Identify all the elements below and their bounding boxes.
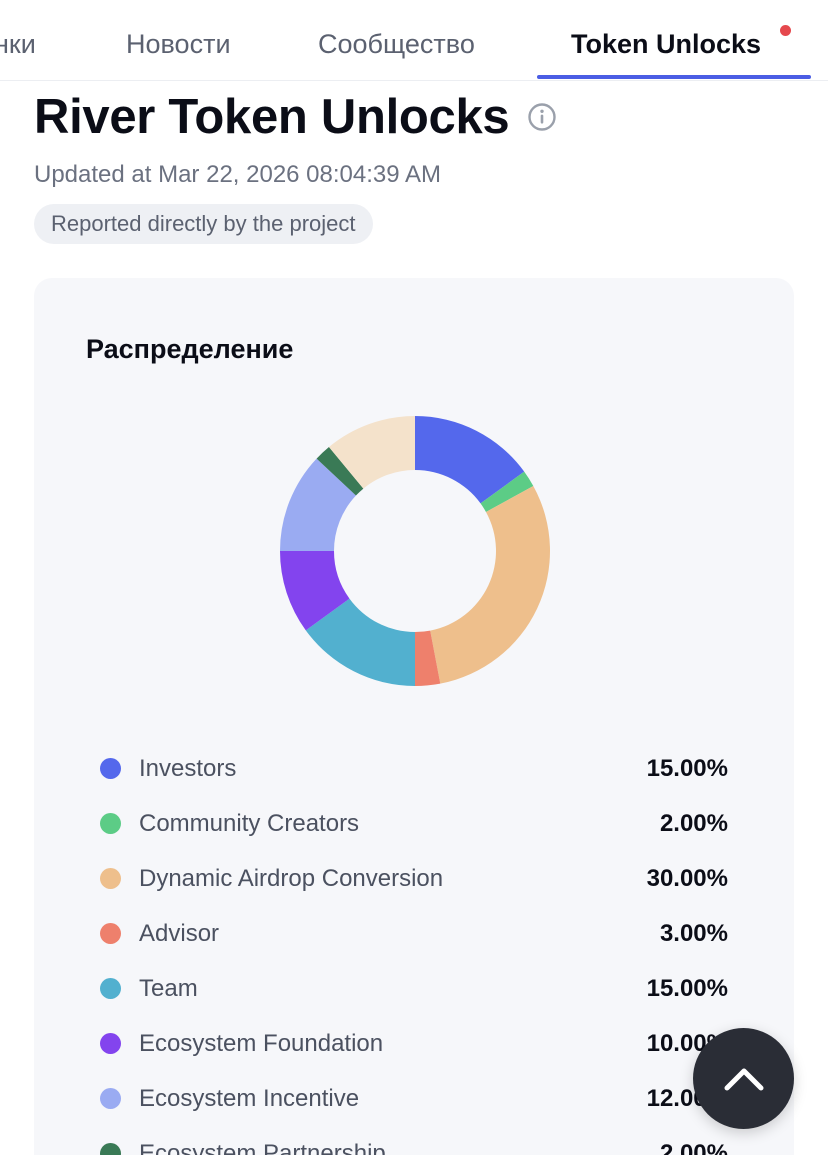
- donut-slice-advisor[interactable]: [415, 630, 441, 686]
- info-circle-icon[interactable]: [527, 102, 557, 132]
- tab-bar: нки Новости Сообщество Token Unlocks: [0, 0, 828, 81]
- reported-badge: Reported directly by the project: [34, 204, 373, 244]
- tab-community[interactable]: Сообщество: [318, 29, 475, 59]
- donut-slice-dynamic-airdrop-conversion[interactable]: [430, 485, 550, 684]
- distribution-title: Распределение: [86, 334, 294, 364]
- legend-color-dot: [100, 923, 121, 944]
- donut-slice-ecosystem-foundation[interactable]: [280, 551, 350, 631]
- legend: Investors 15.00% Community Creators 2.00…: [100, 741, 728, 1155]
- tab-token-unlocks[interactable]: Token Unlocks: [571, 29, 762, 59]
- legend-color-dot: [100, 1033, 121, 1054]
- legend-value: 2.00%: [659, 1140, 728, 1155]
- legend-item: Advisor 3.00%: [100, 906, 728, 961]
- tab-prev-partial[interactable]: нки: [0, 29, 36, 59]
- legend-color-dot: [100, 813, 121, 834]
- legend-value: 15.00%: [646, 755, 728, 782]
- donut-slice-ecosystem-incentive[interactable]: [280, 458, 356, 551]
- legend-color-dot: [100, 758, 121, 779]
- legend-label: Ecosystem Partnership: [139, 1139, 386, 1155]
- legend-item: Investors 15.00%: [100, 741, 728, 796]
- legend-label: Dynamic Airdrop Conversion: [139, 864, 444, 892]
- legend-color-dot: [100, 1088, 121, 1109]
- tab-news[interactable]: Новости: [126, 29, 231, 59]
- legend-value: 30.00%: [646, 865, 728, 892]
- page-title: River Token Unlocks: [34, 90, 510, 144]
- legend-label: Advisor: [139, 919, 220, 947]
- legend-label: Ecosystem Foundation: [139, 1029, 384, 1057]
- notification-dot: [780, 25, 791, 36]
- legend-value: 2.00%: [659, 810, 728, 837]
- legend-item: Dynamic Airdrop Conversion 30.00%: [100, 851, 728, 906]
- legend-label: Ecosystem Incentive: [139, 1084, 360, 1112]
- legend-label: Investors: [139, 754, 237, 782]
- donut-slice-community-creators[interactable]: [480, 471, 534, 512]
- legend-item: Ecosystem Partnership 2.00%: [100, 1126, 728, 1155]
- distribution-card: Распределение Investors 15.00% Community…: [34, 278, 794, 1155]
- legend-value: 3.00%: [659, 920, 728, 947]
- chevron-up-icon: [724, 1068, 763, 1090]
- donut-slice-investors[interactable]: [415, 416, 525, 504]
- legend-item: Team 15.00%: [100, 961, 728, 1016]
- title-row: River Token Unlocks: [34, 86, 557, 148]
- scroll-to-top-button[interactable]: [693, 1028, 794, 1129]
- active-tab-indicator: [537, 75, 811, 79]
- donut-slice-team[interactable]: [305, 598, 415, 686]
- donut-slice-unlabeled[interactable]: [328, 416, 415, 489]
- legend-item: Community Creators 2.00%: [100, 796, 728, 851]
- legend-color-dot: [100, 978, 121, 999]
- legend-color-dot: [100, 1143, 121, 1155]
- distribution-donut-chart: [280, 416, 550, 686]
- donut-slice-ecosystem-partnership[interactable]: [316, 446, 364, 496]
- legend-value: 15.00%: [646, 975, 728, 1002]
- legend-label: Team: [139, 974, 198, 1002]
- legend-item: Ecosystem Foundation 10.00%: [100, 1016, 728, 1071]
- legend-item: Ecosystem Incentive 12.00%: [100, 1071, 728, 1126]
- legend-label: Community Creators: [139, 809, 360, 837]
- updated-timestamp: Updated at Mar 22, 2026 08:04:39 AM: [34, 161, 441, 188]
- legend-color-dot: [100, 868, 121, 889]
